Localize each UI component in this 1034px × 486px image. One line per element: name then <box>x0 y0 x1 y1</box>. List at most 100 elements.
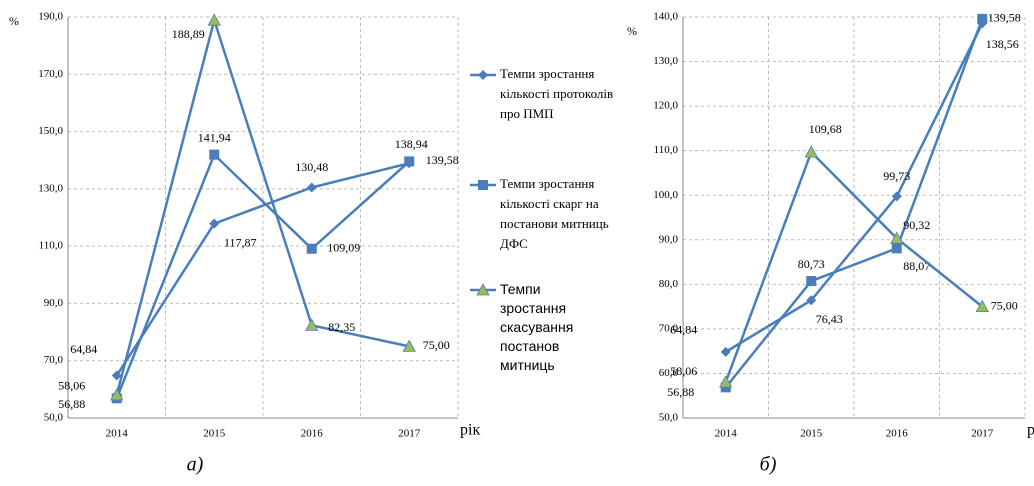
point-marker <box>305 318 319 331</box>
caption: б) <box>760 454 777 476</box>
x-tick-label: 2017 <box>971 428 994 440</box>
y-tick-label: 50,0 <box>659 412 679 424</box>
series-line <box>725 22 984 353</box>
data-label: 75,00 <box>423 338 450 352</box>
data-label: 109,68 <box>809 122 842 136</box>
data-label: 58,06 <box>670 364 697 378</box>
point-marker <box>806 276 817 287</box>
data-label: 75,00 <box>991 298 1018 312</box>
data-label: 76,43 <box>816 312 843 326</box>
x-tick-label: 2017 <box>398 428 421 440</box>
point-marker <box>804 145 818 158</box>
point-marker <box>306 243 317 254</box>
y-tick-label: 130,0 <box>38 182 63 194</box>
series-line <box>115 15 410 396</box>
legend-line-text: кількості протоколів <box>500 86 613 101</box>
point-marker <box>977 13 988 24</box>
point-marker <box>719 375 733 388</box>
point-marker <box>209 218 220 229</box>
legend-line-text: митниць <box>500 357 555 373</box>
point-marker <box>306 182 317 193</box>
y-tick-label: 70,0 <box>44 354 64 366</box>
legend-line-text: Темпи зростання <box>500 176 594 191</box>
caption: а) <box>187 454 204 476</box>
data-label: 139,58 <box>988 11 1021 25</box>
x-tick-label: 2015 <box>800 428 823 440</box>
y-tick-label: 80,0 <box>659 278 679 290</box>
data-label: 138,56 <box>986 37 1019 51</box>
legend-line-text: кількості скарг на <box>500 196 599 211</box>
series-line <box>724 18 984 389</box>
y-tick-label: 50,0 <box>44 412 64 424</box>
legend-marker <box>476 283 490 296</box>
data-label: 56,88 <box>58 397 85 411</box>
y-tick-label: 120,0 <box>653 100 678 112</box>
series-line <box>115 162 410 377</box>
legend-label: Темпи зростання скасування постанов митниць <box>500 281 573 373</box>
y-tick-label: 130,0 <box>653 55 678 67</box>
point-marker <box>209 149 220 160</box>
y-axis-label: % <box>9 14 19 28</box>
y-tick-label: 170,0 <box>38 68 63 80</box>
y-axis-label: % <box>627 24 637 38</box>
point-marker <box>110 388 124 401</box>
legend-line-text: постанов <box>500 338 559 354</box>
data-label: 82,35 <box>328 320 355 334</box>
y-tick-label: 150,0 <box>38 125 63 137</box>
y-tick-label: 70,0 <box>659 322 679 334</box>
point-marker <box>891 243 902 254</box>
data-label: 80,73 <box>798 257 825 271</box>
point-marker <box>720 346 731 357</box>
legend-label: Темпи зростання кількості протоколів про П… <box>500 66 613 121</box>
series-line <box>724 149 984 383</box>
y-tick-label: 110,0 <box>39 240 64 252</box>
x-axis-label: рік <box>1027 422 1034 439</box>
data-label: 58,06 <box>58 379 85 393</box>
data-label: 139,58 <box>426 153 459 167</box>
y-tick-label: 60,0 <box>659 367 679 379</box>
y-tick-label: 190,0 <box>38 11 63 23</box>
data-label: 141,94 <box>198 130 231 144</box>
data-label: 64,84 <box>670 323 697 337</box>
point-marker <box>402 339 416 352</box>
y-tick-label: 100,0 <box>653 189 678 201</box>
legend-marker <box>478 70 488 80</box>
point-marker <box>890 231 904 244</box>
data-label: 56,88 <box>667 385 694 399</box>
legend-line-text: Темпи зростання <box>500 66 594 81</box>
data-label: 64,84 <box>70 342 97 356</box>
legend-marker <box>478 180 488 190</box>
point-marker <box>207 13 221 26</box>
data-label: 99,73 <box>883 169 910 183</box>
point-marker <box>891 191 902 202</box>
x-tick-label: 2015 <box>203 428 226 440</box>
series-line <box>115 152 411 399</box>
legend-line-text: ДФС <box>500 236 528 251</box>
data-label: 138,94 <box>395 137 428 151</box>
y-tick-label: 110,0 <box>654 144 679 156</box>
point-marker <box>404 156 415 167</box>
legend-line-text: Темпи <box>500 281 541 297</box>
x-tick-label: 2016 <box>301 428 324 440</box>
data-label: 109,09 <box>327 240 360 254</box>
legend-line-text: зростання <box>500 300 566 316</box>
x-tick-label: 2014 <box>106 428 129 440</box>
point-marker <box>111 370 122 381</box>
x-tick-label: 2014 <box>715 428 738 440</box>
data-label: 130,48 <box>295 160 328 174</box>
y-tick-label: 90,0 <box>44 297 64 309</box>
y-tick-label: 90,0 <box>659 233 679 245</box>
x-tick-label: 2016 <box>886 428 909 440</box>
legend-label: Темпи зростання кількості скарг на постано… <box>500 176 609 251</box>
legend-line-text: скасування <box>500 319 573 335</box>
x-axis-label: рік <box>460 422 480 439</box>
legend-line-text: постанови митниць <box>500 216 609 231</box>
legend-line-text: про ПМП <box>500 106 554 121</box>
point-marker <box>806 295 817 306</box>
data-label: 188,89 <box>172 27 205 41</box>
data-label: 90,32 <box>903 218 930 232</box>
y-tick-label: 140,0 <box>653 11 678 23</box>
data-label: 88,07 <box>903 259 930 273</box>
data-label: 117,87 <box>224 235 257 249</box>
